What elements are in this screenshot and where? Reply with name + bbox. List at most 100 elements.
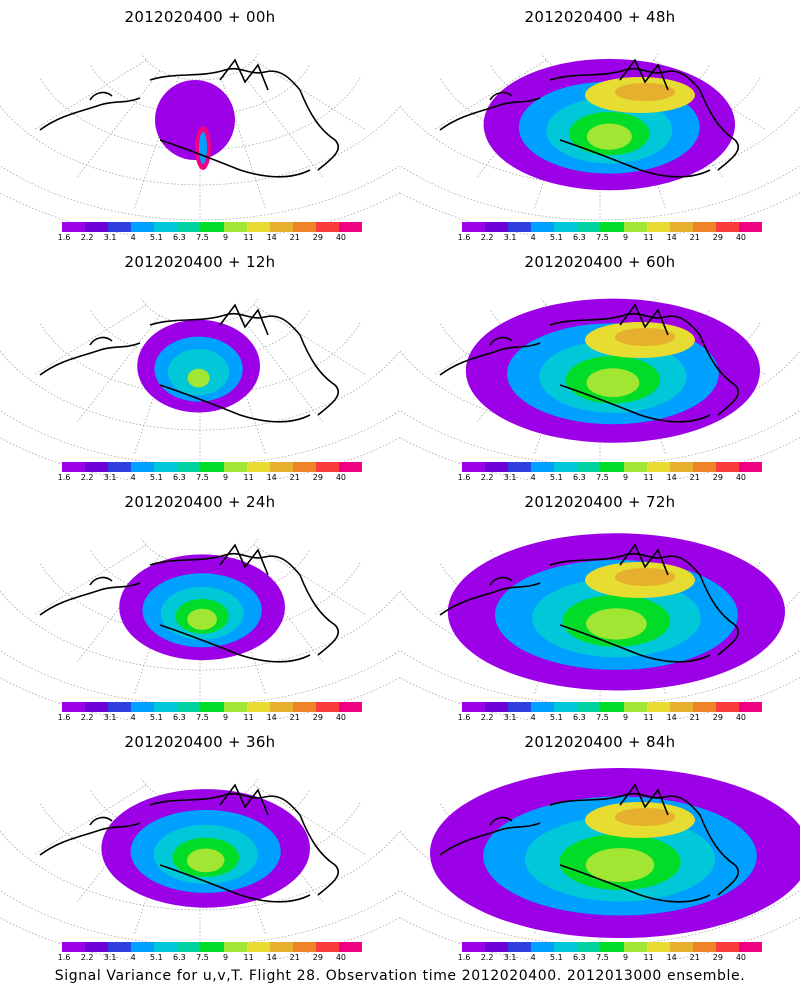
colorbar-swatch [131, 462, 155, 472]
variance-contour [615, 328, 675, 346]
coastline [549, 312, 701, 336]
coastline [219, 543, 269, 576]
colorbar-swatch [692, 462, 716, 472]
colorbar-tick-label: 11 [243, 713, 254, 722]
colorbar-tick-label: 1.6 [57, 473, 71, 482]
colorbar-tick-label: 14 [666, 473, 677, 482]
colorbar-swatch [246, 222, 270, 232]
colorbar-tick-label: 14 [666, 953, 677, 962]
colorbar-tick-label: 9 [622, 713, 629, 722]
colorbar-tick-label: 5.1 [549, 953, 563, 962]
colorbar-swatch [462, 702, 486, 712]
graticule-meridian [239, 315, 324, 424]
colorbar-tick-label: 9 [622, 953, 629, 962]
coastline [559, 624, 711, 663]
graticule-meridian [76, 795, 161, 904]
colorbar-tick-label: 9 [622, 233, 629, 242]
colorbar-swatch [223, 462, 247, 472]
colorbar-tick-label: 5.1 [149, 953, 163, 962]
colorbar-tick-label: 21 [689, 473, 700, 482]
colorbar-tick-label: 29 [312, 713, 323, 722]
graticule-arc [90, 65, 310, 116]
colorbar-tick-label: 3.1 [103, 713, 117, 722]
colorbar [62, 462, 363, 472]
figure-caption: Signal Variance for u,v,T. Flight 28. Ob… [54, 968, 746, 984]
variance-contour [615, 83, 675, 101]
polar-map [0, 778, 400, 960]
colorbar-tick-label: 29 [312, 233, 323, 242]
colorbar-swatch [508, 462, 532, 472]
variance-field [465, 298, 760, 443]
graticule-meridian [620, 77, 667, 210]
colorbar-swatch [646, 702, 670, 712]
coastline [489, 816, 513, 826]
colorbar-swatch [246, 702, 270, 712]
graticule-meridian [220, 322, 267, 455]
colorbar-tick-label: 1.6 [57, 233, 71, 242]
colorbar-labels: 1.6 2.2 3.1 4 5.1 6.3 7.5 9 11 14 21 29 40 [458, 713, 762, 723]
variance-field [430, 768, 800, 938]
graticule-arc [90, 550, 310, 601]
colorbar-swatch [315, 702, 339, 712]
colorbar-swatch [85, 702, 109, 712]
map-panel: 2012020400 + 48h [400, 0, 800, 240]
colorbar-tick-label: 40 [335, 953, 347, 962]
panel-title: 2012020400 + 12h [124, 253, 276, 271]
variance-contour [155, 80, 235, 160]
colorbar-swatch [508, 942, 532, 952]
colorbar-swatch [485, 462, 509, 472]
colorbar-swatch [462, 222, 486, 232]
variance-contour [187, 608, 218, 630]
colorbar-tick-label: 7.5 [196, 233, 209, 242]
colorbar-tick-label: 40 [335, 473, 347, 482]
graticule-meridian [133, 802, 180, 935]
coastline [489, 336, 513, 346]
coastline [559, 864, 711, 903]
colorbar-swatch [315, 462, 339, 472]
colorbar-tick-label: 6.3 [173, 713, 186, 722]
colorbar-tick-label: 40 [735, 953, 747, 962]
colorbar-tick-label: 4 [130, 713, 136, 722]
map-panel: 2012020400 + 24h [0, 485, 400, 725]
colorbar-tick-label: 2.2 [80, 233, 94, 242]
colorbar-labels: 1.6 2.2 3.1 4 5.1 6.3 7.5 9 11 14 21 29 40 [58, 233, 362, 243]
colorbar-tick-label: 11 [643, 713, 654, 722]
colorbar-tick-label: 1.6 [457, 713, 471, 722]
colorbar-tick-label: 6.3 [573, 953, 586, 962]
colorbar-tick-label: 9 [222, 713, 229, 722]
colorbar-labels: 1.6 2.2 3.1 4 5.1 6.3 7.5 9 11 14 21 29 40 [458, 233, 762, 243]
colorbar-swatch [200, 942, 224, 952]
colorbar-tick-label: 14 [266, 473, 277, 482]
colorbar-tick-label: 6.3 [573, 473, 586, 482]
coastline [159, 139, 311, 178]
colorbar-labels: 1.6 2.2 3.1 4 5.1 6.3 7.5 9 11 14 21 29 40 [58, 953, 362, 963]
colorbar-swatch [531, 462, 555, 472]
variance-contour [187, 368, 210, 388]
graticule-meridian [133, 77, 180, 210]
colorbar-swatch [623, 942, 647, 952]
colorbar-tick-label: 4 [130, 233, 136, 242]
coastline [149, 792, 301, 816]
colorbar-tick-label: 14 [266, 713, 277, 722]
colorbar-labels: 1.6 2.2 3.1 4 5.1 6.3 7.5 9 11 14 21 29 40 [58, 713, 362, 723]
colorbar-swatch [292, 222, 316, 232]
graticule-meridian [76, 70, 161, 179]
colorbar [462, 222, 763, 232]
colorbar-swatch [131, 702, 155, 712]
colorbar-swatch [738, 462, 763, 472]
colorbar-tick-label: 6.3 [573, 713, 586, 722]
graticule-meridian [33, 59, 147, 131]
colorbar-tick-label: 1.6 [57, 713, 71, 722]
colorbar-swatch [85, 222, 109, 232]
colorbar-swatch [269, 462, 293, 472]
colorbar-tick-label: 11 [243, 233, 254, 242]
graticule-meridian [76, 315, 161, 424]
panel-title: 2012020400 + 60h [524, 253, 676, 271]
colorbar-tick-label: 6.3 [173, 473, 186, 482]
colorbar-swatch [715, 222, 739, 232]
variance-field [447, 533, 785, 691]
colorbar-tick-label: 14 [666, 713, 677, 722]
colorbar-tick-label: 7.5 [596, 713, 609, 722]
colorbar-swatch [646, 462, 670, 472]
variance-contour [615, 808, 675, 826]
